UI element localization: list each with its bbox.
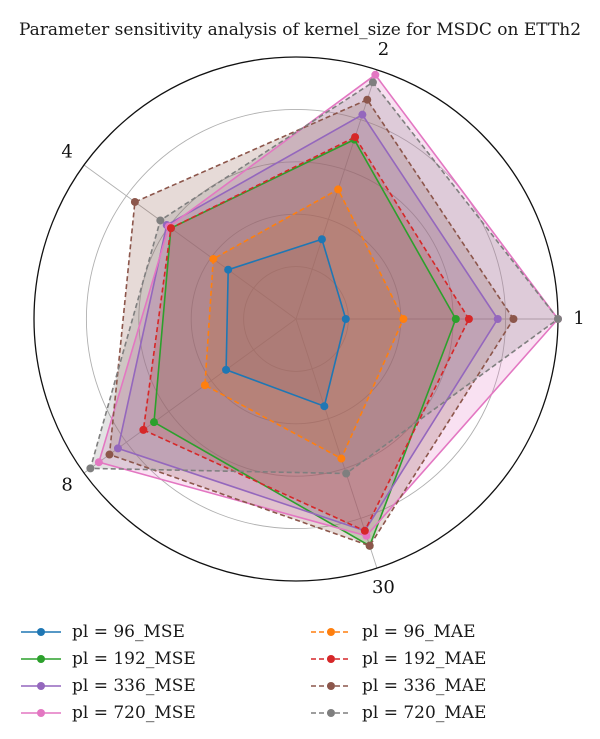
legend-label-pl-720-mse: pl = 720_MSE xyxy=(72,703,196,723)
legend-item-pl-96-mae: pl = 96_MAE xyxy=(310,620,476,644)
point-pl-336-mse-2 xyxy=(358,110,367,119)
point-pl-192-mae-4 xyxy=(166,224,175,233)
axis-label-2: 2 xyxy=(378,39,389,60)
spoke-30 xyxy=(295,318,378,569)
point-pl-192-mae-30 xyxy=(360,526,369,535)
legend-label-pl-96-mae: pl = 96_MAE xyxy=(362,622,476,642)
legend-marker-pl-336-mae xyxy=(311,682,351,690)
legend-item-pl-720-mae: pl = 720_MAE xyxy=(310,701,486,725)
series-line-pl-336-mae xyxy=(108,98,515,547)
point-pl-720-mae-4 xyxy=(156,216,165,225)
series-fill-pl-720-mae xyxy=(90,82,559,474)
legend-marker-pl-96-mse xyxy=(21,628,61,636)
series-line-pl-96-mse xyxy=(225,238,347,408)
legend-label-pl-720-mae: pl = 720_MAE xyxy=(362,703,487,723)
axis-label-1: 1 xyxy=(573,308,584,329)
point-pl-720-mae-2 xyxy=(368,78,377,87)
series-line-pl-96-mae xyxy=(204,188,405,460)
legend-marker-pl-96-mae xyxy=(311,628,351,636)
point-pl-96-mae-2 xyxy=(334,185,343,194)
point-pl-336-mae-4 xyxy=(130,197,139,206)
legend-item-pl-336-mse: pl = 336_MSE xyxy=(20,674,196,698)
point-pl-192-mae-1 xyxy=(464,315,473,323)
point-pl-96-mse-2 xyxy=(317,235,326,244)
point-pl-720-mae-30 xyxy=(342,469,351,478)
series-fill-pl-192-mse xyxy=(154,139,456,546)
point-pl-720-mse-2 xyxy=(371,70,380,79)
point-pl-336-mae-2 xyxy=(363,95,372,104)
legend-marker-pl-720-mse xyxy=(21,709,61,717)
legend-item-pl-192-mse: pl = 192_MSE xyxy=(20,647,196,671)
axis-labels: 1 2 4 8 30 xyxy=(61,39,584,598)
point-pl-336-mae-30 xyxy=(365,541,374,550)
point-pl-96-mse-8 xyxy=(222,365,231,374)
series-fill-pl-720-mse xyxy=(98,74,559,536)
series-line-pl-192-mse xyxy=(153,138,457,547)
series-lines xyxy=(86,70,562,550)
point-pl-336-mse-1 xyxy=(493,315,502,323)
legend-label-pl-192-mae: pl = 192_MAE xyxy=(362,649,487,669)
point-pl-336-mse-8 xyxy=(113,444,122,453)
series-fill-pl-96-mse xyxy=(226,239,346,407)
point-pl-96-mae-4 xyxy=(209,254,218,263)
series-line-pl-192-mae xyxy=(142,136,470,532)
point-pl-336-mae-8 xyxy=(105,450,114,459)
axis-label-8: 8 xyxy=(61,474,72,495)
point-pl-192-mae-8 xyxy=(139,425,148,434)
point-pl-96-mae-8 xyxy=(200,381,209,390)
legend-label-pl-192-mse: pl = 192_MSE xyxy=(72,649,196,669)
series-line-pl-720-mae xyxy=(89,81,560,475)
point-pl-96-mse-30 xyxy=(320,402,329,411)
point-pl-192-mae-2 xyxy=(351,133,360,142)
legend-label-pl-96-mse: pl = 96_MSE xyxy=(72,622,185,642)
legend-item-pl-720-mse: pl = 720_MSE xyxy=(20,701,196,725)
legend-item-pl-192-mae: pl = 192_MAE xyxy=(310,647,486,671)
legend-item-pl-336-mae: pl = 336_MAE xyxy=(310,674,486,698)
legend-marker-pl-336-mse xyxy=(21,682,61,690)
point-pl-96-mae-30 xyxy=(337,454,346,463)
point-pl-720-mae-1 xyxy=(554,315,562,323)
point-pl-192-mse-1 xyxy=(451,315,460,323)
legend-item-pl-96-mse: pl = 96_MSE xyxy=(20,620,185,644)
axis-label-4: 4 xyxy=(61,142,72,163)
legend-marker-pl-192-mae xyxy=(311,655,351,663)
series-fills xyxy=(90,74,559,546)
legend-marker-pl-192-mse xyxy=(21,655,61,663)
legend: pl = 96_MSE pl = 192_MSE pl = 336_MSE pl = … xyxy=(20,620,580,730)
series-fill-pl-336-mse xyxy=(118,114,498,531)
chart-title: Parameter sensitivity analysis of kernel… xyxy=(18,20,582,40)
spoke-4 xyxy=(83,164,297,320)
legend-marker-pl-720-mae xyxy=(311,709,351,717)
point-pl-336-mae-1 xyxy=(509,315,518,323)
point-pl-96-mse-4 xyxy=(224,265,233,274)
legend-label-pl-336-mse: pl = 336_MSE xyxy=(72,676,196,696)
point-pl-192-mse-8 xyxy=(149,418,158,427)
point-pl-96-mse-1 xyxy=(341,315,350,323)
legend-label-pl-336-mae: pl = 336_MAE xyxy=(362,676,487,696)
radar-chart: 1 2 4 8 30 xyxy=(33,39,585,598)
series-line-pl-336-mse xyxy=(117,113,499,532)
point-pl-720-mae-8 xyxy=(86,464,95,473)
point-pl-96-mae-1 xyxy=(399,315,408,323)
series-fill-pl-96-mae xyxy=(204,189,404,459)
series-fill-pl-192-mae xyxy=(143,137,469,531)
axis-label-30: 30 xyxy=(372,577,395,598)
series-line-pl-720-mse xyxy=(97,73,560,537)
point-pl-720-mse-8 xyxy=(94,458,103,467)
